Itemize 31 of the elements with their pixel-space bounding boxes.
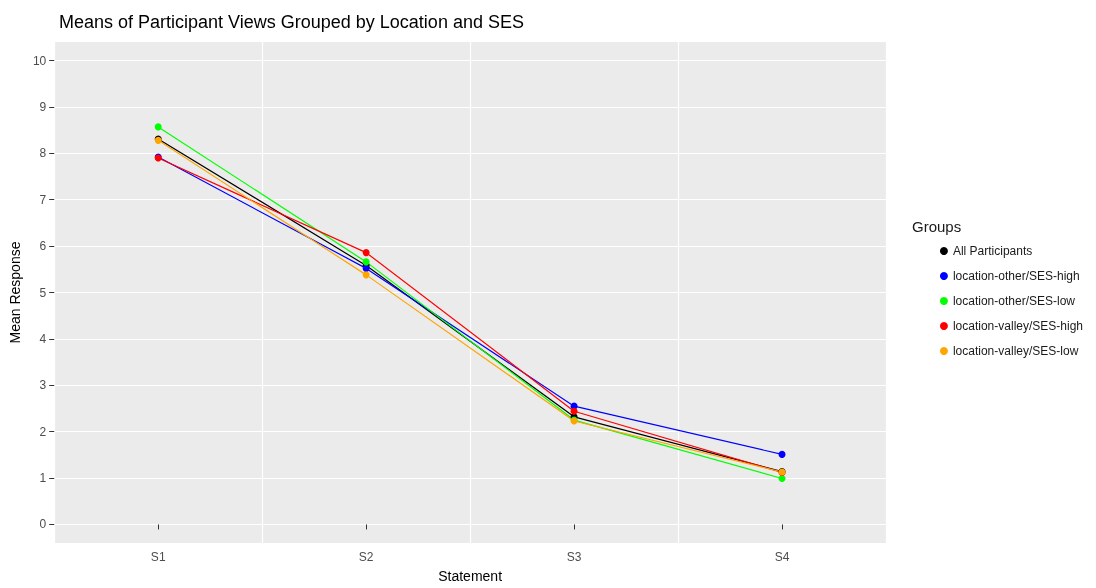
chart-title: Means of Participant Views Grouped by Location and SES — [59, 12, 524, 32]
legend-label: location-valley/SES-low — [952, 344, 1079, 358]
point — [778, 475, 786, 483]
y-tick-label: 7 — [39, 192, 47, 207]
x-tick-label: S2 — [358, 550, 374, 564]
legend-label: All Participants — [952, 244, 1033, 258]
y-tick-label: 5 — [39, 285, 47, 300]
y-tick-label: 3 — [39, 378, 47, 393]
y-tick-label: 6 — [39, 239, 47, 254]
legend-label: location-other/SES-low — [952, 294, 1076, 308]
point — [778, 450, 786, 458]
y-tick-label: 2 — [39, 424, 47, 439]
legend-title: Groups — [912, 218, 962, 235]
point — [362, 249, 370, 257]
point — [362, 258, 370, 266]
x-tick-label: S3 — [566, 550, 582, 564]
point — [154, 123, 162, 131]
point — [362, 271, 370, 279]
y-tick-label: 0 — [39, 517, 47, 532]
legend-label: location-valley/SES-high — [952, 319, 1084, 333]
y-tick-label: 10 — [32, 53, 47, 68]
x-tick-label: S4 — [774, 550, 790, 564]
y-tick-label: 1 — [39, 471, 47, 486]
x-tick-label: S1 — [150, 550, 166, 564]
y-tick-label: 4 — [39, 331, 47, 346]
legend-label: location-other/SES-high — [952, 269, 1080, 283]
y-tick-label: 8 — [39, 146, 47, 161]
y-tick-label: 9 — [39, 99, 47, 114]
point — [570, 407, 578, 415]
y-axis-title: Mean Response — [7, 241, 23, 344]
x-axis-title: Statement — [438, 568, 503, 584]
